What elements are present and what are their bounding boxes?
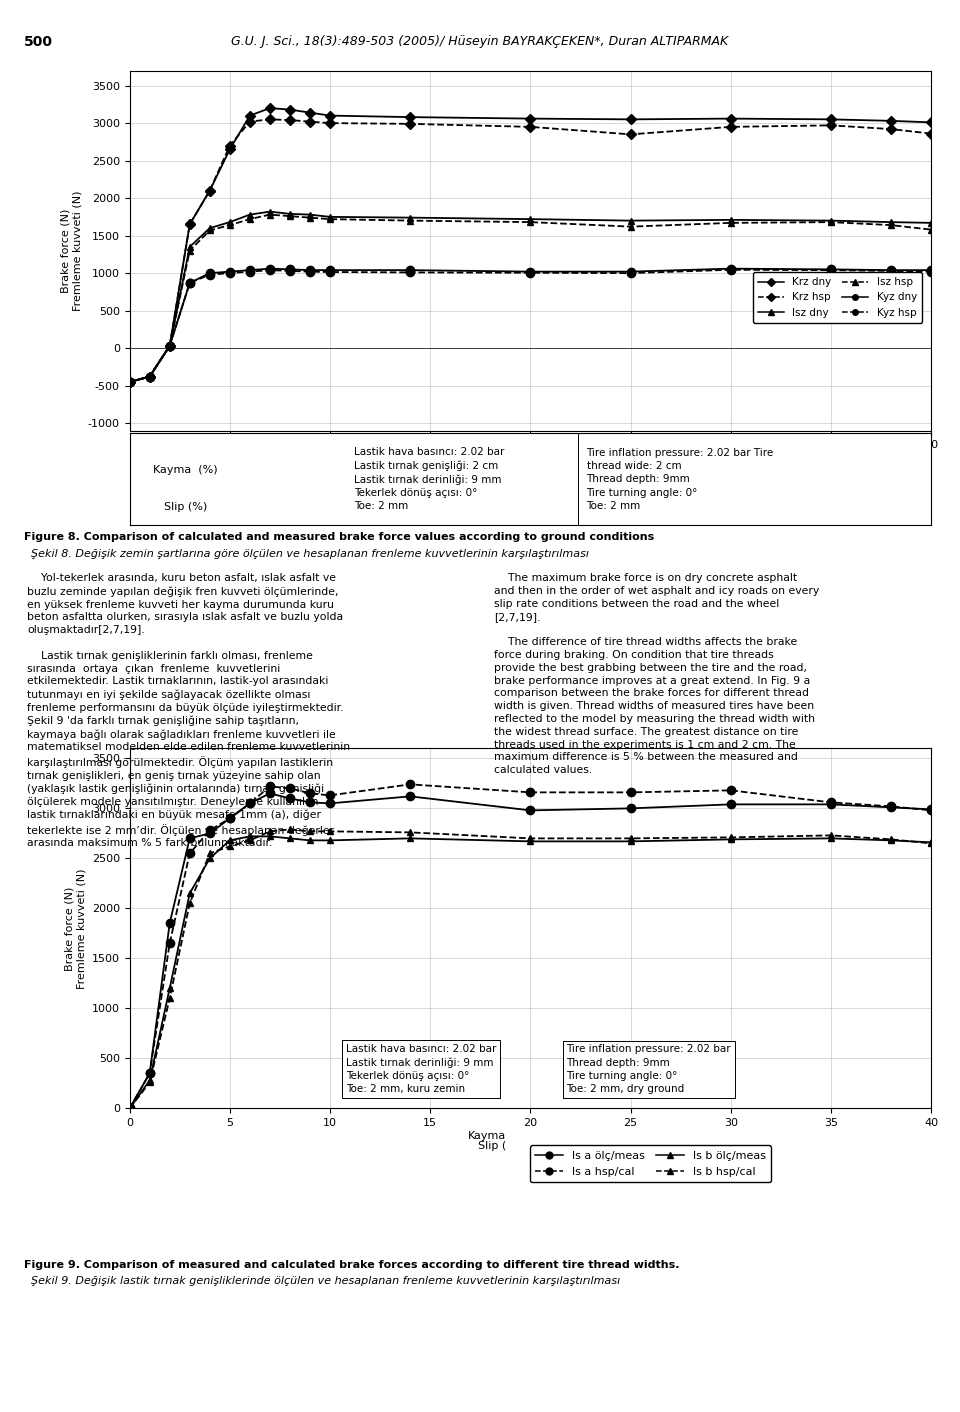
Text: Lastik hava basıncı: 2.02 bar
Lastik tırnak derinliği: 9 mm
Tekerlek dönüş açısı: Lastik hava basıncı: 2.02 bar Lastik tır… (346, 1043, 496, 1094)
Y-axis label: Brake force (N)
Fremleme kuvveti (N): Brake force (N) Fremleme kuvveti (N) (60, 191, 83, 311)
Text: Tire inflation pressure: 2.02 bar
Thread depth: 9mm
Tire turning angle: 0°
Toe: : Tire inflation pressure: 2.02 bar Thread… (566, 1045, 732, 1094)
Text: Kayma: Kayma (468, 1131, 506, 1141)
Text: Tire inflation pressure: 2.02 bar Tire
thread wide: 2 cm
Thread depth: 9mm
Tire : Tire inflation pressure: 2.02 bar Tire t… (587, 448, 774, 511)
Text: Yol-tekerlek arasında, kuru beton asfalt, ıslak asfalt ve
buzlu zeminde yapılan : Yol-tekerlek arasında, kuru beton asfalt… (27, 573, 350, 849)
Text: Kayma  (%): Kayma (%) (154, 465, 218, 476)
Text: 500: 500 (24, 35, 53, 49)
Text: G.U. J. Sci., 18(3):489-503 (2005)/ Hüseyin BAYRAKÇEKEN*, Duran ALTIPARMAK: G.U. J. Sci., 18(3):489-503 (2005)/ Hüse… (231, 35, 729, 48)
Text: Şekil 9. Değişik lastik tırnak genişliklerinde ölçülen ve hesaplanan frenleme ku: Şekil 9. Değişik lastik tırnak genişlikl… (24, 1276, 620, 1286)
Legend: Krz dny, Krz hsp, Isz dny, Isz hsp, Kyz dny, Kyz hsp: Krz dny, Krz hsp, Isz dny, Isz hsp, Kyz … (753, 273, 922, 323)
Text: Figure 9. Comparison of measured and calculated brake forces according to differ: Figure 9. Comparison of measured and cal… (24, 1260, 680, 1269)
Y-axis label: Brake force (N)
Fremleme kuvveti (N): Brake force (N) Fremleme kuvveti (N) (64, 868, 86, 988)
Text: Slip (%): Slip (%) (164, 501, 207, 513)
Text: Lastik hava basıncı: 2.02 bar
Lastik tırnak genişliği: 2 cm
Lastik tırnak derinl: Lastik hava basıncı: 2.02 bar Lastik tır… (354, 448, 504, 511)
Text: Şekil 8. Değişik zemin şartlarına göre ölçülen ve hesaplanan frenleme kuvvetleri: Şekil 8. Değişik zemin şartlarına göre ö… (24, 549, 589, 559)
Text: Slip (: Slip ( (478, 1141, 506, 1151)
Legend: ls a ölç/meas, ls a hsp/cal, ls b ölç/meas, ls b hsp/cal: ls a ölç/meas, ls a hsp/cal, ls b ölç/me… (530, 1145, 771, 1182)
Text: Figure 8. Comparison of calculated and measured brake force values according to : Figure 8. Comparison of calculated and m… (24, 532, 655, 542)
Text: The maximum brake force is on dry concrete asphalt
and then in the order of wet : The maximum brake force is on dry concre… (494, 573, 820, 775)
